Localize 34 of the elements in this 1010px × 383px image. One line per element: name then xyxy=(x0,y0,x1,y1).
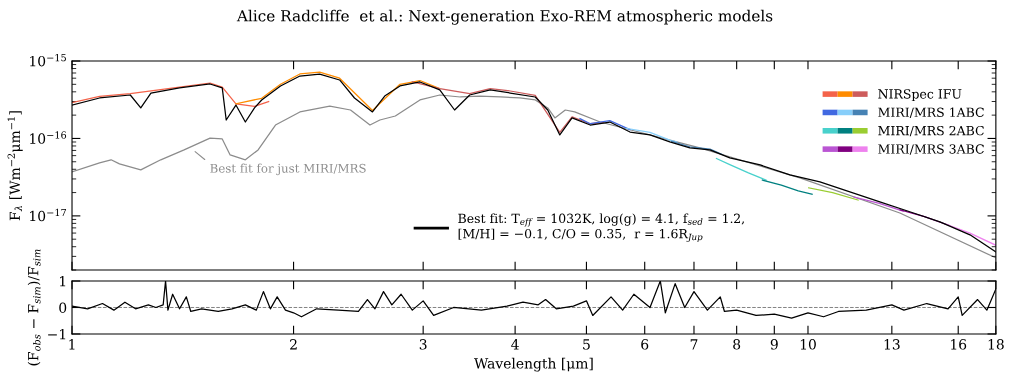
line-series xyxy=(579,118,631,131)
x-tick-label: 7 xyxy=(690,339,698,350)
y-tick-label: 10$^{−16}$ xyxy=(30,131,67,144)
y-axis-title: (F$_{obs}$ − F$_{sim}$)/F$_{sim}$ xyxy=(27,249,41,366)
x-tick-label: 3 xyxy=(419,339,427,350)
legend-label: MIRI/MRS 1ABC xyxy=(878,107,984,118)
line-series xyxy=(761,179,813,195)
x-axis-title: Wavelength [μm] xyxy=(474,357,593,372)
line-series xyxy=(625,127,678,143)
x-tick-label: 18 xyxy=(988,339,1004,350)
x-tick-label: 2 xyxy=(290,339,297,350)
text: Best fit: T$_{eff}$ = 1032K, log(g) = 4.1, f$_{sed}$ = 1.2, [M/H] = −0.1, C/O = 0.35, r = 1.6R$_{Jup}$ xyxy=(458,213,744,242)
x-tick-label: 13 xyxy=(884,339,900,350)
y-tick-label: 10$^{−15}$ xyxy=(30,53,66,67)
x-tick-label: 6 xyxy=(641,339,649,350)
y-tick-label: 1 xyxy=(60,275,66,287)
x-tick-label: 1 xyxy=(69,339,75,350)
x-tick-label: 8 xyxy=(733,339,741,350)
x-tick-label: 10 xyxy=(800,339,816,350)
x-tick-label: 5 xyxy=(583,339,590,350)
x-tick-label: 16 xyxy=(951,339,967,350)
y-axis-title: F$_{λ}$ [Wm$^{−2}$μm$^{−1}$] xyxy=(7,111,23,221)
legend-label: MIRI/MRS 2ABC xyxy=(878,125,984,137)
line-series xyxy=(715,157,767,181)
y-tick-label: 0 xyxy=(59,302,67,313)
y-tick-label: 10$^{−17}$ xyxy=(30,208,67,222)
annotation: Best fit for just MIRI/MRS xyxy=(210,163,366,176)
y-tick-label: −1 xyxy=(48,328,66,340)
legend-label: NIRSpec IFU xyxy=(878,89,962,102)
x-tick-label: 4 xyxy=(511,339,519,350)
x-tick-label: 9 xyxy=(770,339,778,350)
line-series xyxy=(671,140,723,156)
legend-label: MIRI/MRS 3ABC xyxy=(878,144,984,155)
chart-title: Alice Radcliffe et al.: Next-generation Exo-REM atmospheric models xyxy=(236,9,773,25)
